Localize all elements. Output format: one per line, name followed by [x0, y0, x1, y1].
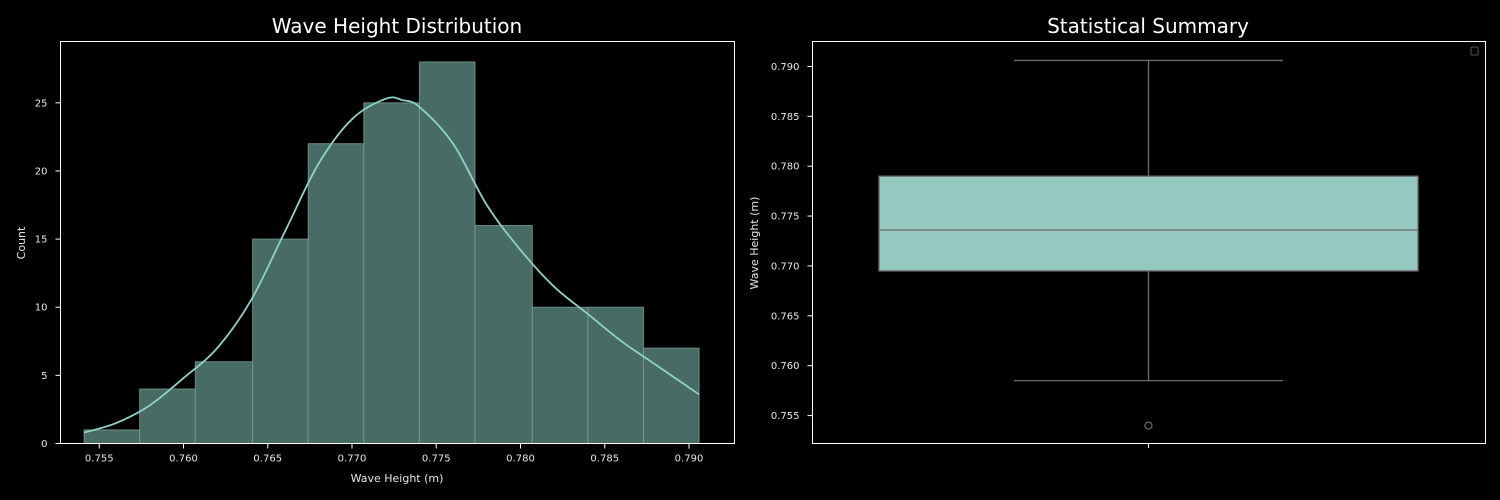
y-tick-label: 15	[35, 235, 48, 246]
x-tick-label: 0.775	[422, 454, 451, 465]
histogram-bar	[587, 306, 645, 444]
histogram-panel: Wave Height Distribution 0.755 0.760 0.765…	[15, 14, 735, 485]
x-tick-label: 0.790	[675, 454, 704, 465]
x-tick-label: 0.770	[338, 454, 367, 465]
histogram-bar	[643, 347, 700, 444]
histogram-bar	[474, 224, 533, 444]
histogram-bar	[252, 238, 309, 444]
histogram-axes-frame	[60, 41, 735, 444]
kde-curve	[83, 96, 700, 434]
histogram-bar	[531, 306, 589, 444]
histogram-title: Wave Height Distribution	[272, 14, 522, 38]
x-tick-label: 0.785	[590, 454, 619, 465]
boxplot-y-ticks: 0.755 0.760 0.765 0.770 0.775 0.780 0.785 0.790	[771, 62, 813, 422]
boxplot-panel: Statistical Summary 0.755 0.760 0.765 0.770…	[748, 14, 1486, 448]
y-tick-label: 0	[41, 439, 47, 450]
x-tick-label: 0.780	[506, 454, 535, 465]
histogram-y-label: Count	[15, 226, 28, 259]
boxplot-elements	[878, 59, 1419, 430]
x-tick-label: 0.765	[253, 454, 282, 465]
y-tick-label: 20	[35, 166, 48, 177]
y-tick-label: 25	[35, 98, 48, 109]
y-tick-label: 0.765	[771, 311, 800, 322]
y-tick-label: 5	[41, 371, 47, 382]
x-tick-label: 0.760	[169, 454, 198, 465]
y-tick-label: 0.790	[771, 62, 800, 73]
histogram-x-ticks: 0.755 0.760 0.765 0.770 0.775 0.780 0.785 0.790	[85, 443, 704, 465]
histogram-x-label: Wave Height (m)	[351, 472, 444, 485]
histogram-bar	[363, 102, 420, 445]
histogram-bar	[139, 388, 196, 444]
outlier-point	[1144, 421, 1153, 430]
y-tick-label: 0.785	[771, 112, 800, 123]
histogram-bar	[194, 361, 254, 444]
y-tick-label: 0.770	[771, 261, 800, 272]
y-tick-label: 0.780	[771, 162, 800, 173]
y-tick-label: 10	[35, 303, 48, 314]
y-tick-label: 0.775	[771, 212, 800, 223]
iqr-box	[878, 175, 1419, 272]
histogram-bars	[83, 61, 700, 445]
histogram-bar	[307, 143, 365, 444]
x-tick-label: 0.755	[85, 454, 114, 465]
histogram-bar	[83, 429, 141, 445]
boxplot-y-label: Wave Height (m)	[748, 197, 761, 290]
y-tick-label: 0.760	[771, 361, 800, 372]
y-tick-label: 0.755	[771, 411, 800, 422]
histogram-y-ticks: 0 5 10 15 20 25	[35, 98, 61, 450]
boxplot-title: Statistical Summary	[1047, 14, 1249, 38]
histogram-bar	[418, 61, 476, 445]
empty-legend	[1470, 46, 1479, 56]
